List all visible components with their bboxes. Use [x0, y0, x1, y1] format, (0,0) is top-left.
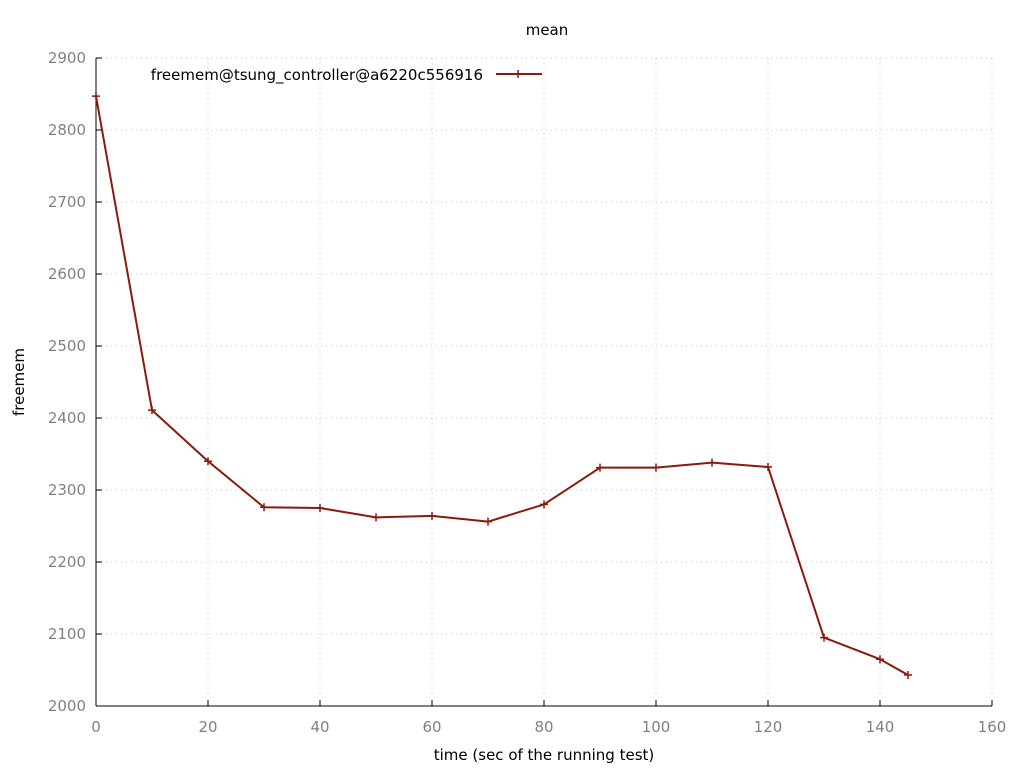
data-point [148, 406, 156, 415]
y-tick-label: 2800 [48, 121, 86, 139]
data-point [596, 463, 604, 472]
x-tick-label: 100 [642, 718, 671, 736]
y-tick-label: 2300 [48, 481, 86, 499]
chart-title: mean [526, 21, 569, 39]
y-tick-label: 2900 [48, 49, 86, 67]
legend-marker [514, 70, 522, 78]
y-tick-label: 2500 [48, 337, 86, 355]
legend: freemem@tsung_controller@a6220c556916 [151, 66, 542, 85]
data-point [92, 92, 100, 101]
grid [96, 57, 993, 706]
x-tick-label: 20 [198, 718, 217, 736]
x-tick-label: 40 [310, 718, 329, 736]
y-tick-label: 2100 [48, 625, 86, 643]
ticks: 0 20 40 60 80 100 120 140 160 2000 2100 2200 2300 240… [48, 49, 1007, 736]
series-line [95, 95, 909, 676]
y-tick-label: 2200 [48, 553, 86, 571]
x-axis-title: time (sec of the running test) [434, 746, 655, 764]
y-tick-label: 2400 [48, 409, 86, 427]
data-point [764, 462, 772, 471]
data-point [820, 633, 828, 642]
y-tick-label: 2600 [48, 265, 86, 283]
y-tick-label: 2000 [48, 697, 86, 715]
data-point [876, 655, 884, 664]
data-point [484, 517, 492, 526]
data-point [428, 511, 436, 520]
data-point [204, 457, 212, 466]
data-point [540, 500, 548, 509]
x-tick-label: 80 [534, 718, 553, 736]
data-point [652, 463, 660, 472]
data-point [316, 504, 324, 512]
x-tick-label: 0 [91, 718, 101, 736]
data-point [260, 503, 268, 512]
data-point [904, 671, 912, 680]
x-tick-label: 160 [978, 718, 1007, 736]
data-point [372, 513, 380, 522]
y-tick-label: 2700 [48, 193, 86, 211]
x-tick-label: 140 [866, 718, 895, 736]
x-tick-label: 120 [754, 718, 783, 736]
series [92, 92, 912, 680]
legend-label: freemem@tsung_controller@a6220c556916 [151, 66, 483, 85]
y-axis-title: freemem [10, 348, 28, 416]
data-point [708, 458, 716, 467]
x-tick-label: 60 [422, 718, 441, 736]
